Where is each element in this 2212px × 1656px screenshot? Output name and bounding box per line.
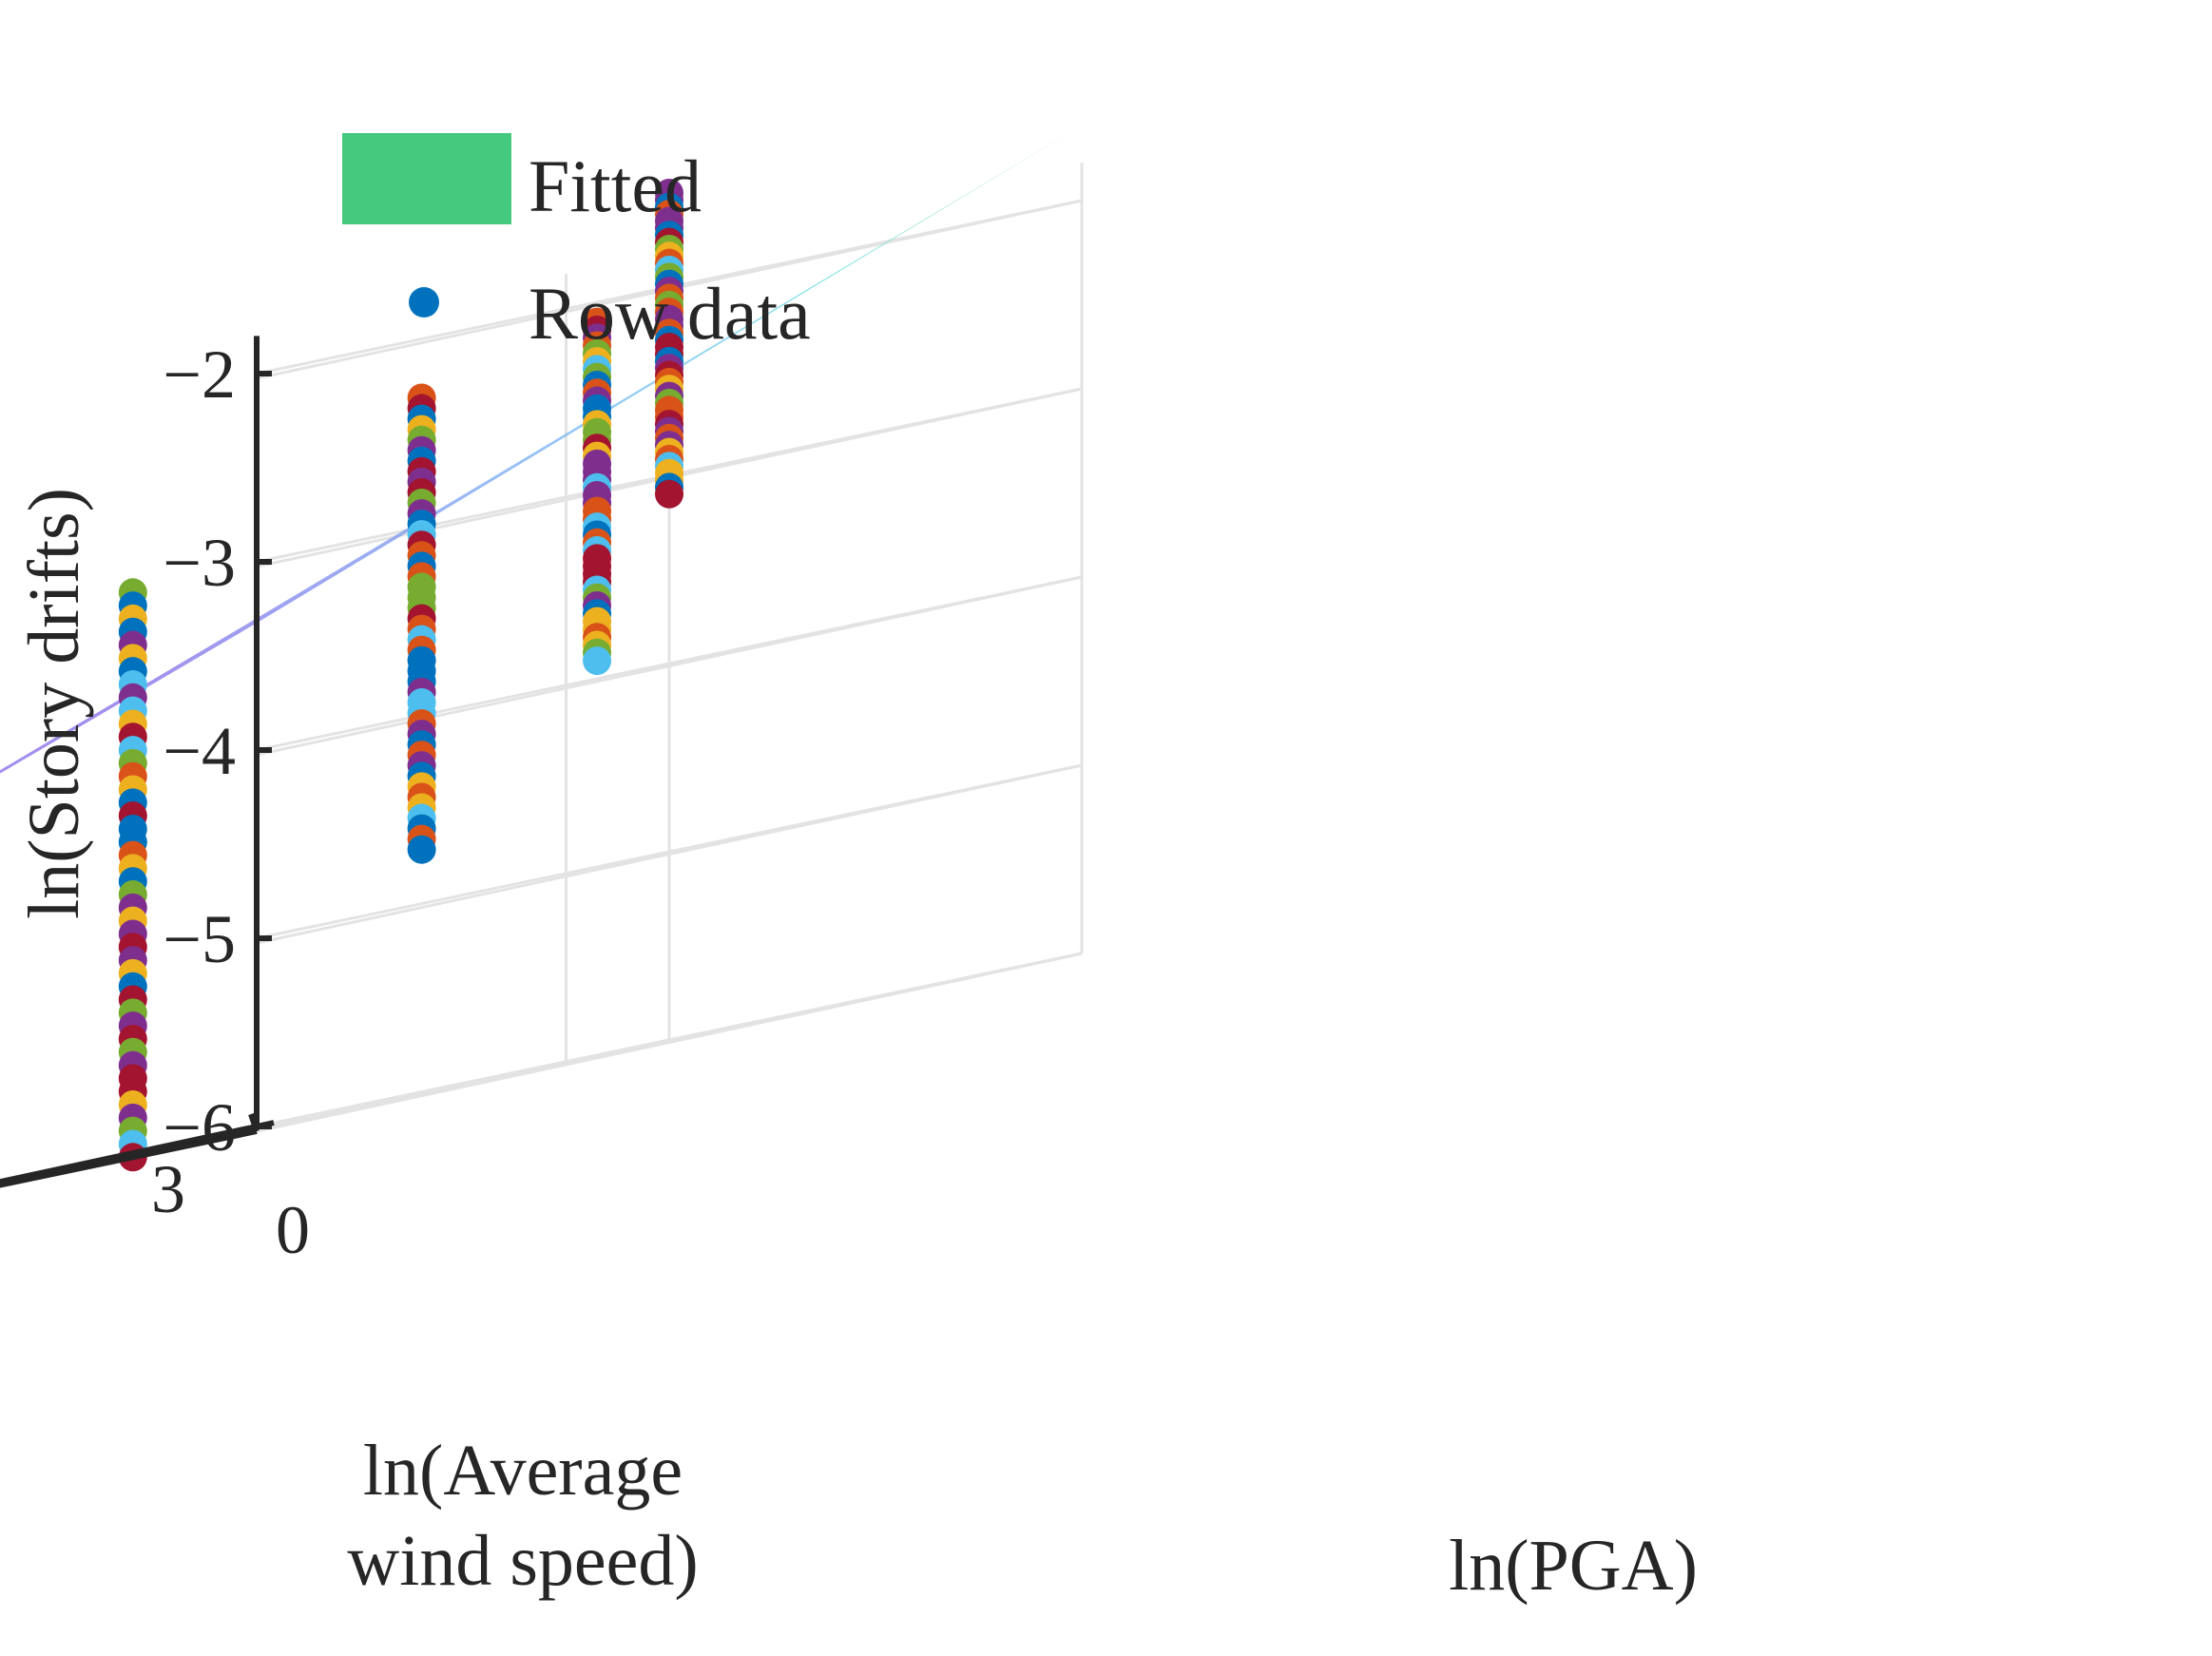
fitted-surface-layer <box>0 125 1082 774</box>
scatter-column-2 <box>583 307 612 676</box>
x-tick <box>248 1113 260 1132</box>
z-tick-label: −4 <box>163 713 236 789</box>
x-tick-label: 0 <box>276 1192 310 1268</box>
legend-row-data-marker <box>409 287 439 318</box>
legend: Fitted Row data <box>342 133 811 355</box>
scatter-column-1 <box>655 179 683 509</box>
row-data-point <box>655 479 683 509</box>
x-axis-line <box>0 1128 258 1188</box>
row-data-scatter-layer <box>118 179 683 1172</box>
y-tick-label: 3 <box>151 1151 185 1227</box>
row-data-point <box>583 646 612 676</box>
z-tick-label: −2 <box>163 337 236 413</box>
z-tick-label: −6 <box>163 1089 236 1165</box>
z-tick-label: −5 <box>163 901 236 977</box>
axis-labels-layer: −6−5−4−3−22.53−2−10ln(Story drifts)ln(PG… <box>14 337 1698 1606</box>
fitted-surface <box>0 125 1082 774</box>
z-tick-label: −3 <box>163 525 236 601</box>
row-data-point <box>407 835 436 864</box>
x-axis-title: ln(PGA) <box>1449 1526 1698 1606</box>
legend-fitted-label: Fitted <box>529 144 702 227</box>
y-axis-title-line: wind speed) <box>347 1521 698 1601</box>
legend-fitted-swatch <box>342 133 511 224</box>
scatter-column-4 <box>118 578 147 1172</box>
y-axis-title-line: ln(Average <box>363 1431 683 1511</box>
grid-line-floor-x <box>0 1038 670 1186</box>
axes-layer <box>0 336 275 1188</box>
legend-row-data-label: Row data <box>529 272 811 355</box>
grid-line-floor-y <box>256 952 1083 1128</box>
z-axis-title: ln(Story drifts) <box>14 488 94 919</box>
y-tick <box>256 1120 275 1129</box>
y-axis-line <box>0 1124 258 1185</box>
scatter-column-3 <box>407 383 436 864</box>
